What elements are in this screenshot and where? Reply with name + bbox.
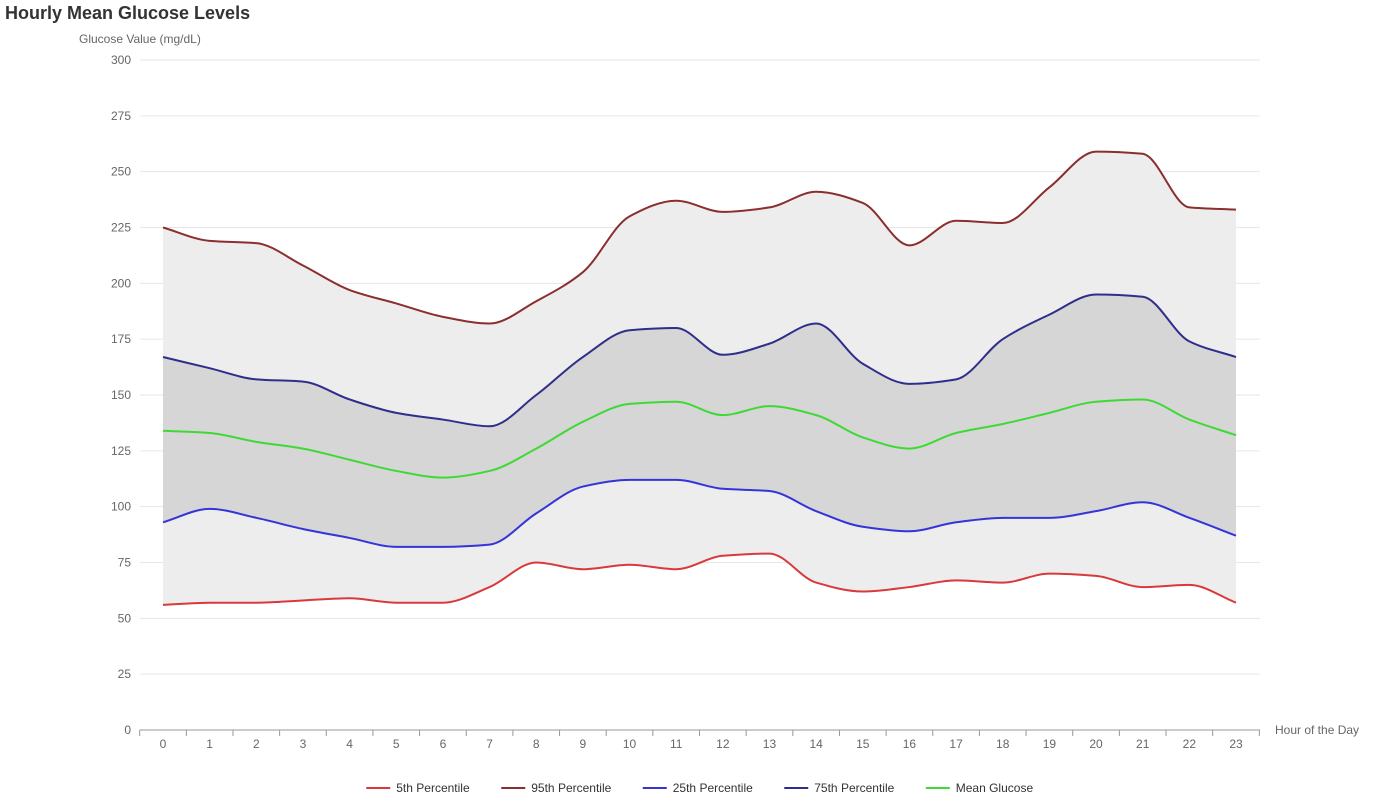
y-tick-label: 25 (118, 667, 132, 681)
x-tick-label: 16 (903, 737, 917, 751)
percentile-bands (163, 151, 1236, 605)
x-tick-label: 17 (949, 737, 963, 751)
x-tick-label: 18 (996, 737, 1010, 751)
x-tick-label: 14 (809, 737, 823, 751)
x-tick-label: 22 (1183, 737, 1197, 751)
x-tick-label: 9 (580, 737, 587, 751)
x-tick-label: 8 (533, 737, 540, 751)
legend[interactable]: 5th Percentile 95th Percentile 25th Percen… (366, 781, 1033, 795)
y-tick-label: 275 (111, 109, 131, 123)
x-tick-label: 1 (206, 737, 213, 751)
series-line (162, 150, 1237, 325)
x-tick-label: 6 (440, 737, 447, 751)
y-tick-label: 125 (111, 444, 131, 458)
legend-label: 75th Percentile (814, 781, 894, 795)
x-tick-label: 10 (623, 737, 637, 751)
legend-label: Mean Glucose (956, 781, 1034, 795)
y-tick-label: 200 (111, 276, 131, 290)
y-axis-title: Glucose Value (mg/dL) (79, 32, 201, 46)
y-tick-label: 150 (111, 388, 131, 402)
series-line (162, 478, 1237, 548)
x-tick-label: 4 (346, 737, 353, 751)
x-tick-label: 21 (1136, 737, 1150, 751)
y-tick-label: 50 (118, 611, 132, 625)
legend-item[interactable]: 25th Percentile (642, 781, 753, 795)
series-line (162, 293, 1237, 428)
x-tick-label: 15 (856, 737, 870, 751)
x-tick-label: 23 (1229, 737, 1243, 751)
x-tick-label: 5 (393, 737, 400, 751)
y-tick-label: 0 (124, 723, 131, 737)
percentile-band (163, 294, 1236, 547)
legend-item[interactable]: 75th Percentile (784, 781, 895, 795)
x-axis-title: Hour of the Day (1275, 723, 1360, 737)
legend-item[interactable]: 5th Percentile (366, 781, 470, 795)
x-tick-label: 20 (1089, 737, 1103, 751)
x-tick-label: 11 (670, 737, 683, 751)
series-line (162, 552, 1237, 606)
y-tick-label: 175 (111, 332, 131, 346)
x-tick-label: 7 (486, 737, 493, 751)
y-tick-label: 75 (118, 556, 132, 570)
legend-label: 95th Percentile (531, 781, 611, 795)
series-line (162, 398, 1237, 479)
x-tick-label: 3 (300, 737, 307, 751)
y-tick-label: 100 (111, 500, 131, 514)
x-tick-label: 0 (160, 737, 167, 751)
chart-title: Hourly Mean Glucose Levels (5, 3, 251, 23)
x-tick-label: 19 (1043, 737, 1057, 751)
legend-label: 25th Percentile (673, 781, 753, 795)
y-tick-label: 300 (111, 53, 131, 67)
x-tick-label: 2 (253, 737, 260, 751)
y-tick-label: 225 (111, 221, 131, 235)
x-tick-label: 12 (716, 737, 730, 751)
x-tick-label: 13 (763, 737, 777, 751)
legend-item[interactable]: 95th Percentile (501, 781, 612, 795)
series-lines (162, 150, 1237, 606)
y-tick-label: 250 (111, 165, 131, 179)
legend-item[interactable]: Mean Glucose (925, 781, 1034, 795)
legend-label: 5th Percentile (396, 781, 470, 795)
